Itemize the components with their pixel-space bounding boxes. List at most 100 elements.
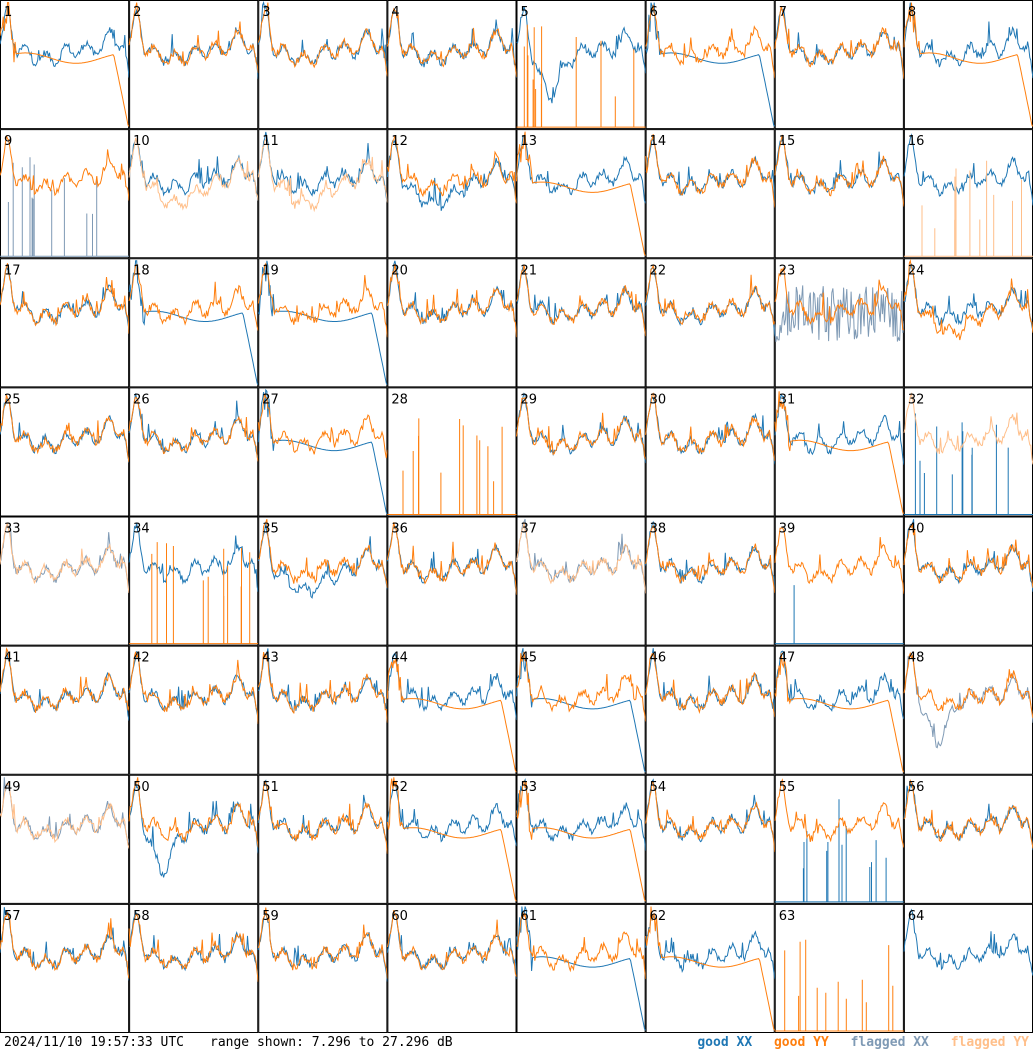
yy-trace <box>774 526 905 594</box>
panel-label: 58 <box>133 909 150 924</box>
panel-10: 10 <box>128 129 259 259</box>
yy-trace <box>0 135 130 201</box>
panel-frame <box>387 387 517 517</box>
panel-frame <box>129 0 259 130</box>
panel-label: 28 <box>391 392 408 407</box>
panel-label: 15 <box>779 134 796 149</box>
panel-1: 1 <box>0 0 130 130</box>
yy-trace <box>0 263 130 334</box>
panel-label: 24 <box>908 263 925 278</box>
yy-trace <box>386 135 517 204</box>
yy-trace <box>774 391 905 515</box>
panel-label: 39 <box>779 522 796 537</box>
yy-trace <box>128 2 259 74</box>
panel-frame <box>258 774 388 904</box>
panel-60: 60 <box>386 903 517 1033</box>
panel-53: 53 <box>516 774 647 904</box>
panel-label: 26 <box>133 392 150 407</box>
yy-trace <box>258 518 388 588</box>
panel-22: 22 <box>645 258 776 388</box>
panel-43: 43 <box>257 645 388 775</box>
yy-trace <box>645 263 776 326</box>
panel-55: 55 <box>774 774 905 904</box>
panel-label: 55 <box>779 780 796 795</box>
panel-label: 50 <box>133 780 150 795</box>
panel-frame <box>903 903 1033 1033</box>
panel-62: 62 <box>645 903 776 1033</box>
panel-frame <box>129 258 259 388</box>
panel-5: 5 <box>516 0 647 130</box>
xx-trace <box>257 260 388 386</box>
panel-frame <box>258 0 388 130</box>
panel-12: 12 <box>386 129 517 259</box>
panel-frame <box>0 774 130 904</box>
yy-trace <box>645 392 776 462</box>
panel-frame <box>516 0 646 130</box>
panel-label: 10 <box>133 134 150 149</box>
xx-trace <box>386 139 517 211</box>
xx-trace <box>0 157 130 257</box>
panel-44: 44 <box>386 645 517 775</box>
panel-frame <box>516 258 646 388</box>
panel-frame <box>129 903 259 1033</box>
panel-frame <box>774 516 904 646</box>
xx-trace <box>903 413 1033 515</box>
yy-trace <box>903 652 1033 719</box>
xx-trace <box>128 260 259 386</box>
yy-trace <box>129 542 259 645</box>
panel-58: 58 <box>128 903 259 1033</box>
yy-trace <box>387 418 517 515</box>
panel-frame <box>516 387 646 517</box>
panel-frame <box>258 387 388 517</box>
panel-48: 48 <box>903 645 1033 775</box>
yy-trace <box>386 7 517 78</box>
panel-frame <box>645 387 775 517</box>
yy-trace <box>903 160 1033 257</box>
panel-32: 32 <box>903 387 1033 517</box>
xx-trace <box>386 524 517 594</box>
panel-label: 13 <box>521 134 538 149</box>
panel-frame <box>387 258 517 388</box>
yy-trace <box>386 909 517 977</box>
yy-trace <box>645 906 776 1031</box>
panel-61: 61 <box>516 903 647 1033</box>
panel-57: 57 <box>0 903 130 1033</box>
panel-label: 18 <box>133 263 150 278</box>
panel-frame <box>387 774 517 904</box>
panel-21: 21 <box>516 258 647 388</box>
yy-trace <box>774 778 905 848</box>
panel-label: 63 <box>779 909 796 924</box>
xx-trace <box>903 133 1033 206</box>
panel-35: 35 <box>257 516 388 646</box>
panel-label: 37 <box>521 522 538 537</box>
panel-frame <box>774 129 904 259</box>
yy-trace <box>903 259 1033 341</box>
yy-trace <box>257 907 388 979</box>
yy-trace <box>903 523 1033 588</box>
panel-label: 32 <box>908 392 925 407</box>
panel-frame <box>516 645 646 775</box>
panel-54: 54 <box>645 774 776 904</box>
panel-23: 23 <box>774 258 905 388</box>
panel-label: 2 <box>133 5 141 20</box>
xx-trace <box>774 393 905 465</box>
panel-label: 16 <box>908 134 925 149</box>
panel-frame <box>645 516 775 646</box>
panel-34: 34 <box>128 516 259 646</box>
panel-label: 49 <box>4 780 21 795</box>
panel-13: 13 <box>516 129 647 259</box>
xx-trace <box>903 263 1033 332</box>
yy-trace <box>645 134 776 208</box>
panel-frame <box>0 0 130 130</box>
panel-frame <box>903 0 1033 130</box>
panel-frame <box>129 645 259 775</box>
xx-trace <box>774 799 904 903</box>
panel-frame <box>387 0 517 130</box>
panel-label: 41 <box>4 651 21 666</box>
xx-trace <box>0 651 130 721</box>
panel-label: 23 <box>779 263 796 278</box>
panel-52: 52 <box>386 774 517 904</box>
panel-label: 56 <box>908 780 925 795</box>
panel-4: 4 <box>386 0 517 130</box>
panel-label: 62 <box>650 909 667 924</box>
